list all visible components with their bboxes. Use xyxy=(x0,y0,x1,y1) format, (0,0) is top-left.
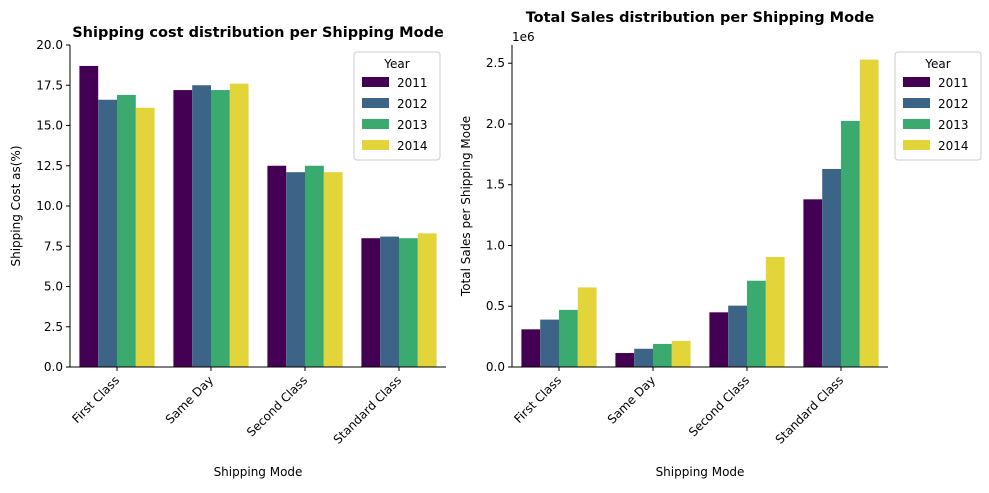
y-tick-label: 10.0 xyxy=(36,199,63,213)
legend-swatch-2011 xyxy=(362,77,389,87)
y-tick-label: 12.5 xyxy=(36,159,63,173)
x-tick-label: Same Day xyxy=(163,373,216,426)
y-axis-label: Shipping Cost as(%) xyxy=(9,145,23,266)
legend-swatch-2013 xyxy=(362,119,389,129)
y-tick-label: 5.0 xyxy=(44,280,63,294)
bar-2014-first-class xyxy=(577,287,597,367)
legend-swatch-2012 xyxy=(903,98,930,108)
chart-title: Total Sales distribution per Shipping Mo… xyxy=(526,10,875,26)
axis-offset-label: 1e6 xyxy=(512,30,535,44)
x-axis-label: Shipping Mode xyxy=(214,465,303,479)
x-tick-label: Same Day xyxy=(605,373,658,426)
y-tick-label: 0.0 xyxy=(44,360,63,374)
shipping-cost-chart: Shipping cost distribution per Shipping … xyxy=(9,25,446,479)
bar-2014-same-day xyxy=(671,340,691,367)
legend-swatch-2014 xyxy=(362,140,389,150)
legend-title: Year xyxy=(383,57,409,71)
bar-2013-standard-class xyxy=(399,238,418,367)
legend-title: Year xyxy=(924,57,950,71)
y-tick-label: 1.0 xyxy=(486,238,505,252)
legend-label-2013: 2013 xyxy=(938,118,969,132)
x-tick-label: First Class xyxy=(511,373,564,426)
x-tick-label: Second Class xyxy=(686,373,752,439)
y-ticks: 0.0 0.5 1.0 1.5 2.0 2.5 xyxy=(486,56,512,374)
legend-swatch-2011 xyxy=(903,77,930,87)
bar-2011-second-class xyxy=(267,165,287,367)
bar-2012-standard-class xyxy=(380,236,399,367)
legend: Year 2011 2012 2013 2014 xyxy=(894,51,982,161)
bar-2013-standard-class xyxy=(841,120,860,367)
y-tick-label: 1.5 xyxy=(486,178,505,192)
bar-2013-first-class xyxy=(559,309,578,367)
chart-title: Shipping cost distribution per Shipping … xyxy=(72,25,444,41)
bar-2011-second-class xyxy=(709,312,729,367)
y-tick-label: 20.0 xyxy=(36,38,63,52)
x-ticks: First Class Same Day Second Class Standard … xyxy=(69,367,404,447)
bar-2012-same-day xyxy=(634,348,653,367)
bar-2013-second-class xyxy=(305,165,324,367)
bar-2014-same-day xyxy=(229,83,249,367)
bar-2011-standard-class xyxy=(803,199,823,367)
legend-swatch-2012 xyxy=(362,98,389,108)
bar-2014-second-class xyxy=(765,257,785,367)
legend-swatch-2013 xyxy=(903,119,930,129)
y-tick-label: 15.0 xyxy=(36,119,63,133)
bar-2013-same-day xyxy=(653,343,672,367)
legend-label-2012: 2012 xyxy=(938,97,969,111)
bar-2012-second-class xyxy=(286,172,305,367)
x-tick-label: First Class xyxy=(69,373,122,426)
bar-2011-standard-class xyxy=(361,238,381,367)
bar-2012-first-class xyxy=(540,319,559,367)
legend-label-2011: 2011 xyxy=(397,76,428,90)
legend-swatch-2014 xyxy=(903,140,930,150)
y-tick-label: 2.0 xyxy=(486,117,505,131)
x-tick-label: Standard Class xyxy=(773,373,847,447)
legend-label-2012: 2012 xyxy=(397,97,428,111)
bar-2014-standard-class xyxy=(859,59,879,367)
bars xyxy=(521,59,879,367)
y-tick-label: 2.5 xyxy=(486,56,505,70)
legend-label-2013: 2013 xyxy=(397,118,428,132)
bar-2012-same-day xyxy=(192,85,211,367)
bar-2011-same-day xyxy=(615,353,635,367)
legend-label-2011: 2011 xyxy=(938,76,969,90)
legend-label-2014: 2014 xyxy=(397,139,428,153)
y-tick-label: 17.5 xyxy=(36,78,63,92)
y-tick-label: 0.0 xyxy=(486,360,505,374)
bar-2014-second-class xyxy=(323,172,343,367)
y-axis-label: Total Sales per Shipping Mode xyxy=(459,116,473,297)
x-ticks: First Class Same Day Second Class Standard … xyxy=(511,367,846,447)
legend: Year 2011 2012 2013 2014 xyxy=(353,51,441,161)
bar-2013-first-class xyxy=(117,94,136,367)
bar-2013-second-class xyxy=(747,280,766,367)
bar-2014-standard-class xyxy=(417,233,437,367)
bar-2011-first-class xyxy=(79,65,99,368)
bar-2012-first-class xyxy=(98,99,117,368)
bar-2011-same-day xyxy=(173,90,193,367)
bar-2011-first-class xyxy=(521,329,541,367)
bar-2012-second-class xyxy=(728,305,747,367)
y-ticks: 0.0 2.5 5.0 7.5 10.0 12.5 15.0 17.5 20.0 xyxy=(36,38,70,374)
total-sales-chart: Total Sales distribution per Shipping Mo… xyxy=(459,10,982,479)
x-tick-label: Second Class xyxy=(244,373,310,439)
x-axis-label: Shipping Mode xyxy=(656,465,745,479)
bar-2013-same-day xyxy=(211,90,230,367)
legend-label-2014: 2014 xyxy=(938,139,969,153)
bars xyxy=(79,65,437,368)
y-tick-label: 7.5 xyxy=(44,239,63,253)
bar-2014-first-class xyxy=(135,107,155,367)
y-tick-label: 2.5 xyxy=(44,320,63,334)
y-tick-label: 0.5 xyxy=(486,299,505,313)
x-tick-label: Standard Class xyxy=(331,373,405,447)
bar-2012-standard-class xyxy=(822,168,841,367)
